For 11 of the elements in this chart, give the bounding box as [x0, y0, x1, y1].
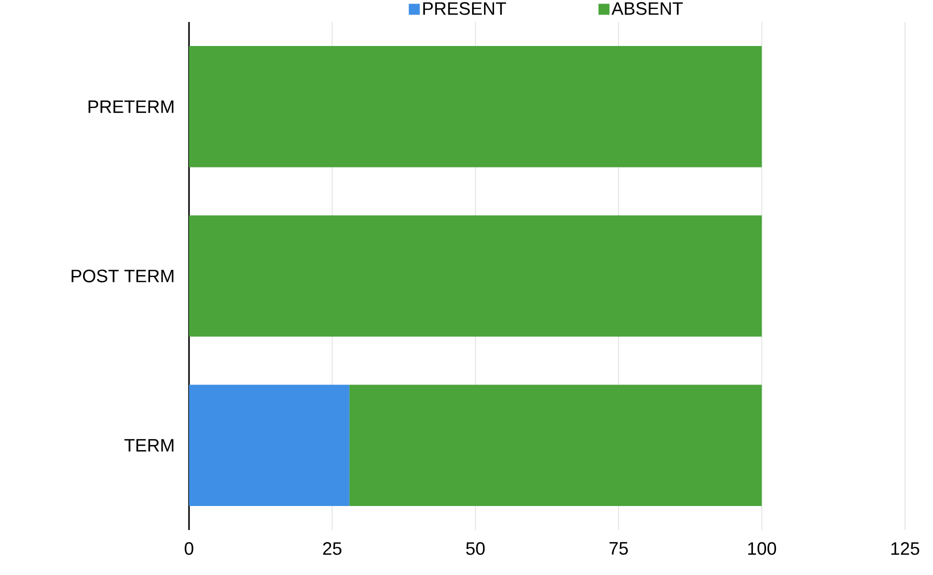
legend-label: ABSENT: [612, 2, 683, 15]
x-tick-label: 125: [891, 542, 920, 555]
y-tick-label: POST TERM: [72, 270, 174, 282]
y-tick-label: PRETERM: [88, 100, 174, 113]
x-tick-label: 25: [323, 542, 342, 555]
x-tick-label: 50: [466, 542, 485, 555]
legend-label: PRESENT: [423, 2, 506, 15]
x-tick-label: 100: [748, 542, 776, 555]
y-tick-label: TERM: [124, 439, 174, 452]
x-tick-label: 0: [184, 542, 194, 555]
x-tick-label: 75: [610, 542, 628, 555]
